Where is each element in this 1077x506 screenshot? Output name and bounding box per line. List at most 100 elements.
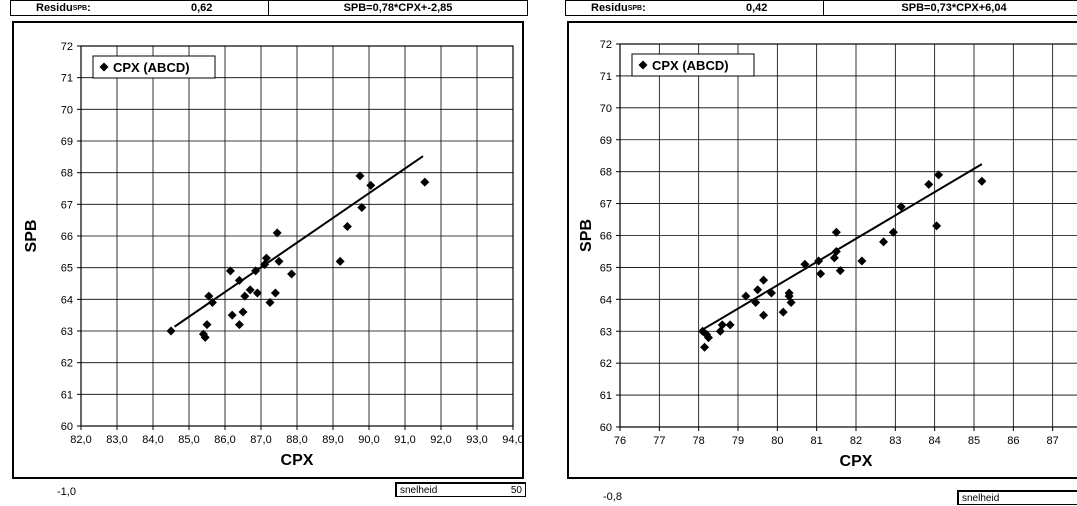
x-tick-label: 76 <box>614 435 626 447</box>
x-tick-label: 87,0 <box>250 434 271 446</box>
data-point <box>766 288 776 298</box>
y-tick-label: 61 <box>61 389 73 401</box>
x-tick-label: 90,0 <box>358 434 379 446</box>
chart-frame: 82,0 83,0 84,0 85,0 86,0 87,0 88,0 89,0 90,0 91,0… <box>12 21 524 479</box>
y-tick-label: 65 <box>61 263 73 275</box>
data-point <box>265 298 275 307</box>
data-point <box>261 253 271 263</box>
scatter-chart: 82,0 83,0 84,0 85,0 86,0 87,0 88,0 89,0 90,0 91,0… <box>23 41 524 469</box>
x-tick-label: 94,0 <box>502 434 522 446</box>
y-tick-label: 63 <box>61 326 73 338</box>
y-tick-label: 71 <box>600 71 612 83</box>
x-tick-label: 78 <box>693 435 705 447</box>
data-point <box>888 227 898 237</box>
data-point <box>751 298 761 308</box>
speed-box: snelheid 5 <box>957 490 1077 505</box>
y-tick-label: 66 <box>600 231 612 243</box>
legend-box <box>92 55 216 79</box>
y-tick-label: 64 <box>61 294 73 306</box>
y-axis-title: SPB <box>578 219 595 252</box>
residu-label: Residu SPB : <box>36 2 91 14</box>
data-point <box>753 285 763 295</box>
header-bar: Residu SPB : 0,42 SPB=0,73*CPX+6,04 <box>565 0 1077 16</box>
x-tick-label: 83 <box>889 435 901 447</box>
x-tick-label: 84 <box>929 435 941 447</box>
y-tick-label: 69 <box>61 136 73 148</box>
y-tick-label: 62 <box>600 358 612 370</box>
data-point <box>786 298 796 308</box>
equation-label: SPB=0,73*CPX+6,04 <box>901 2 1007 14</box>
data-point <box>816 269 826 279</box>
data-point <box>272 228 282 238</box>
data-point <box>260 260 270 269</box>
equation-label: SPB=0,78*CPX+-2,85 <box>343 2 453 14</box>
x-tick-label: 84,0 <box>142 434 163 446</box>
x-axis-title: CPX <box>281 452 314 469</box>
data-point <box>342 222 352 231</box>
header-bar: Residu SPB : 0,62 SPB=0,78*CPX+-2,85 <box>10 0 528 16</box>
footer-value: -0,8 <box>603 491 622 503</box>
x-tick-label: 83,0 <box>106 434 127 446</box>
x-tick-label: 89,0 <box>322 434 343 446</box>
x-tick-label: 81 <box>811 435 823 447</box>
x-tick-label: 79 <box>732 435 744 447</box>
y-tick-label: 67 <box>61 199 73 211</box>
speed-label: snelheid <box>962 492 1000 504</box>
x-tick-label: 92,0 <box>430 434 451 446</box>
y-tick-label: 72 <box>600 39 612 51</box>
data-point <box>245 285 255 295</box>
y-tick-label: 66 <box>61 231 73 243</box>
data-point <box>240 291 250 301</box>
data-point <box>252 288 262 298</box>
y-tick-label: 61 <box>600 390 612 402</box>
regression-line <box>702 163 983 331</box>
data-point <box>234 275 244 285</box>
data-point <box>270 288 280 298</box>
legend-label: CPX (ABCD) <box>113 60 190 75</box>
y-tick-label: 60 <box>600 422 612 434</box>
x-tick-label: 82 <box>850 435 862 447</box>
data-point <box>879 237 889 247</box>
data-point <box>700 342 710 352</box>
data-point <box>202 320 212 330</box>
data-point <box>420 177 430 187</box>
data-point <box>274 256 284 266</box>
x-tick-label: 91,0 <box>394 434 415 446</box>
residu-value: 0,62 <box>131 1 269 15</box>
legend-marker <box>638 60 648 70</box>
y-tick-label: 69 <box>600 135 612 147</box>
data-point <box>200 332 210 342</box>
data-point <box>227 310 237 320</box>
data-point <box>932 221 942 231</box>
data-point <box>225 266 235 276</box>
speed-box: snelheid 50 <box>395 482 526 497</box>
y-tick-label: 70 <box>600 103 612 115</box>
data-point <box>741 291 751 301</box>
data-point <box>800 259 810 269</box>
legend-marker <box>99 62 109 72</box>
data-point <box>704 333 713 343</box>
x-tick-label: 86,0 <box>214 434 235 446</box>
data-point <box>835 266 845 276</box>
y-tick-label: 63 <box>600 326 612 338</box>
x-tick-label: 77 <box>653 435 665 447</box>
data-point <box>251 266 261 276</box>
data-point <box>924 179 934 189</box>
data-point <box>977 176 987 186</box>
legend-box <box>631 53 755 77</box>
x-tick-label: 85,0 <box>178 434 199 446</box>
residu-value: 0,42 <box>686 1 824 15</box>
chart-panel-left: Residu SPB : 0,62 SPB=0,78*CPX+-2,85 82,0… <box>10 0 528 506</box>
x-tick-label: 93,0 <box>466 434 487 446</box>
y-tick-label: 68 <box>600 167 612 179</box>
footer-value: -1,0 <box>57 486 76 498</box>
plot-area <box>80 45 514 427</box>
x-tick-label: 85 <box>968 435 980 447</box>
data-point <box>335 256 345 266</box>
y-tick-label: 65 <box>600 262 612 274</box>
data-point <box>896 202 906 212</box>
y-tick-label: 71 <box>61 73 73 85</box>
x-tick-label: 86 <box>1007 435 1019 447</box>
y-tick-label: 70 <box>61 104 73 116</box>
data-point <box>166 326 176 336</box>
